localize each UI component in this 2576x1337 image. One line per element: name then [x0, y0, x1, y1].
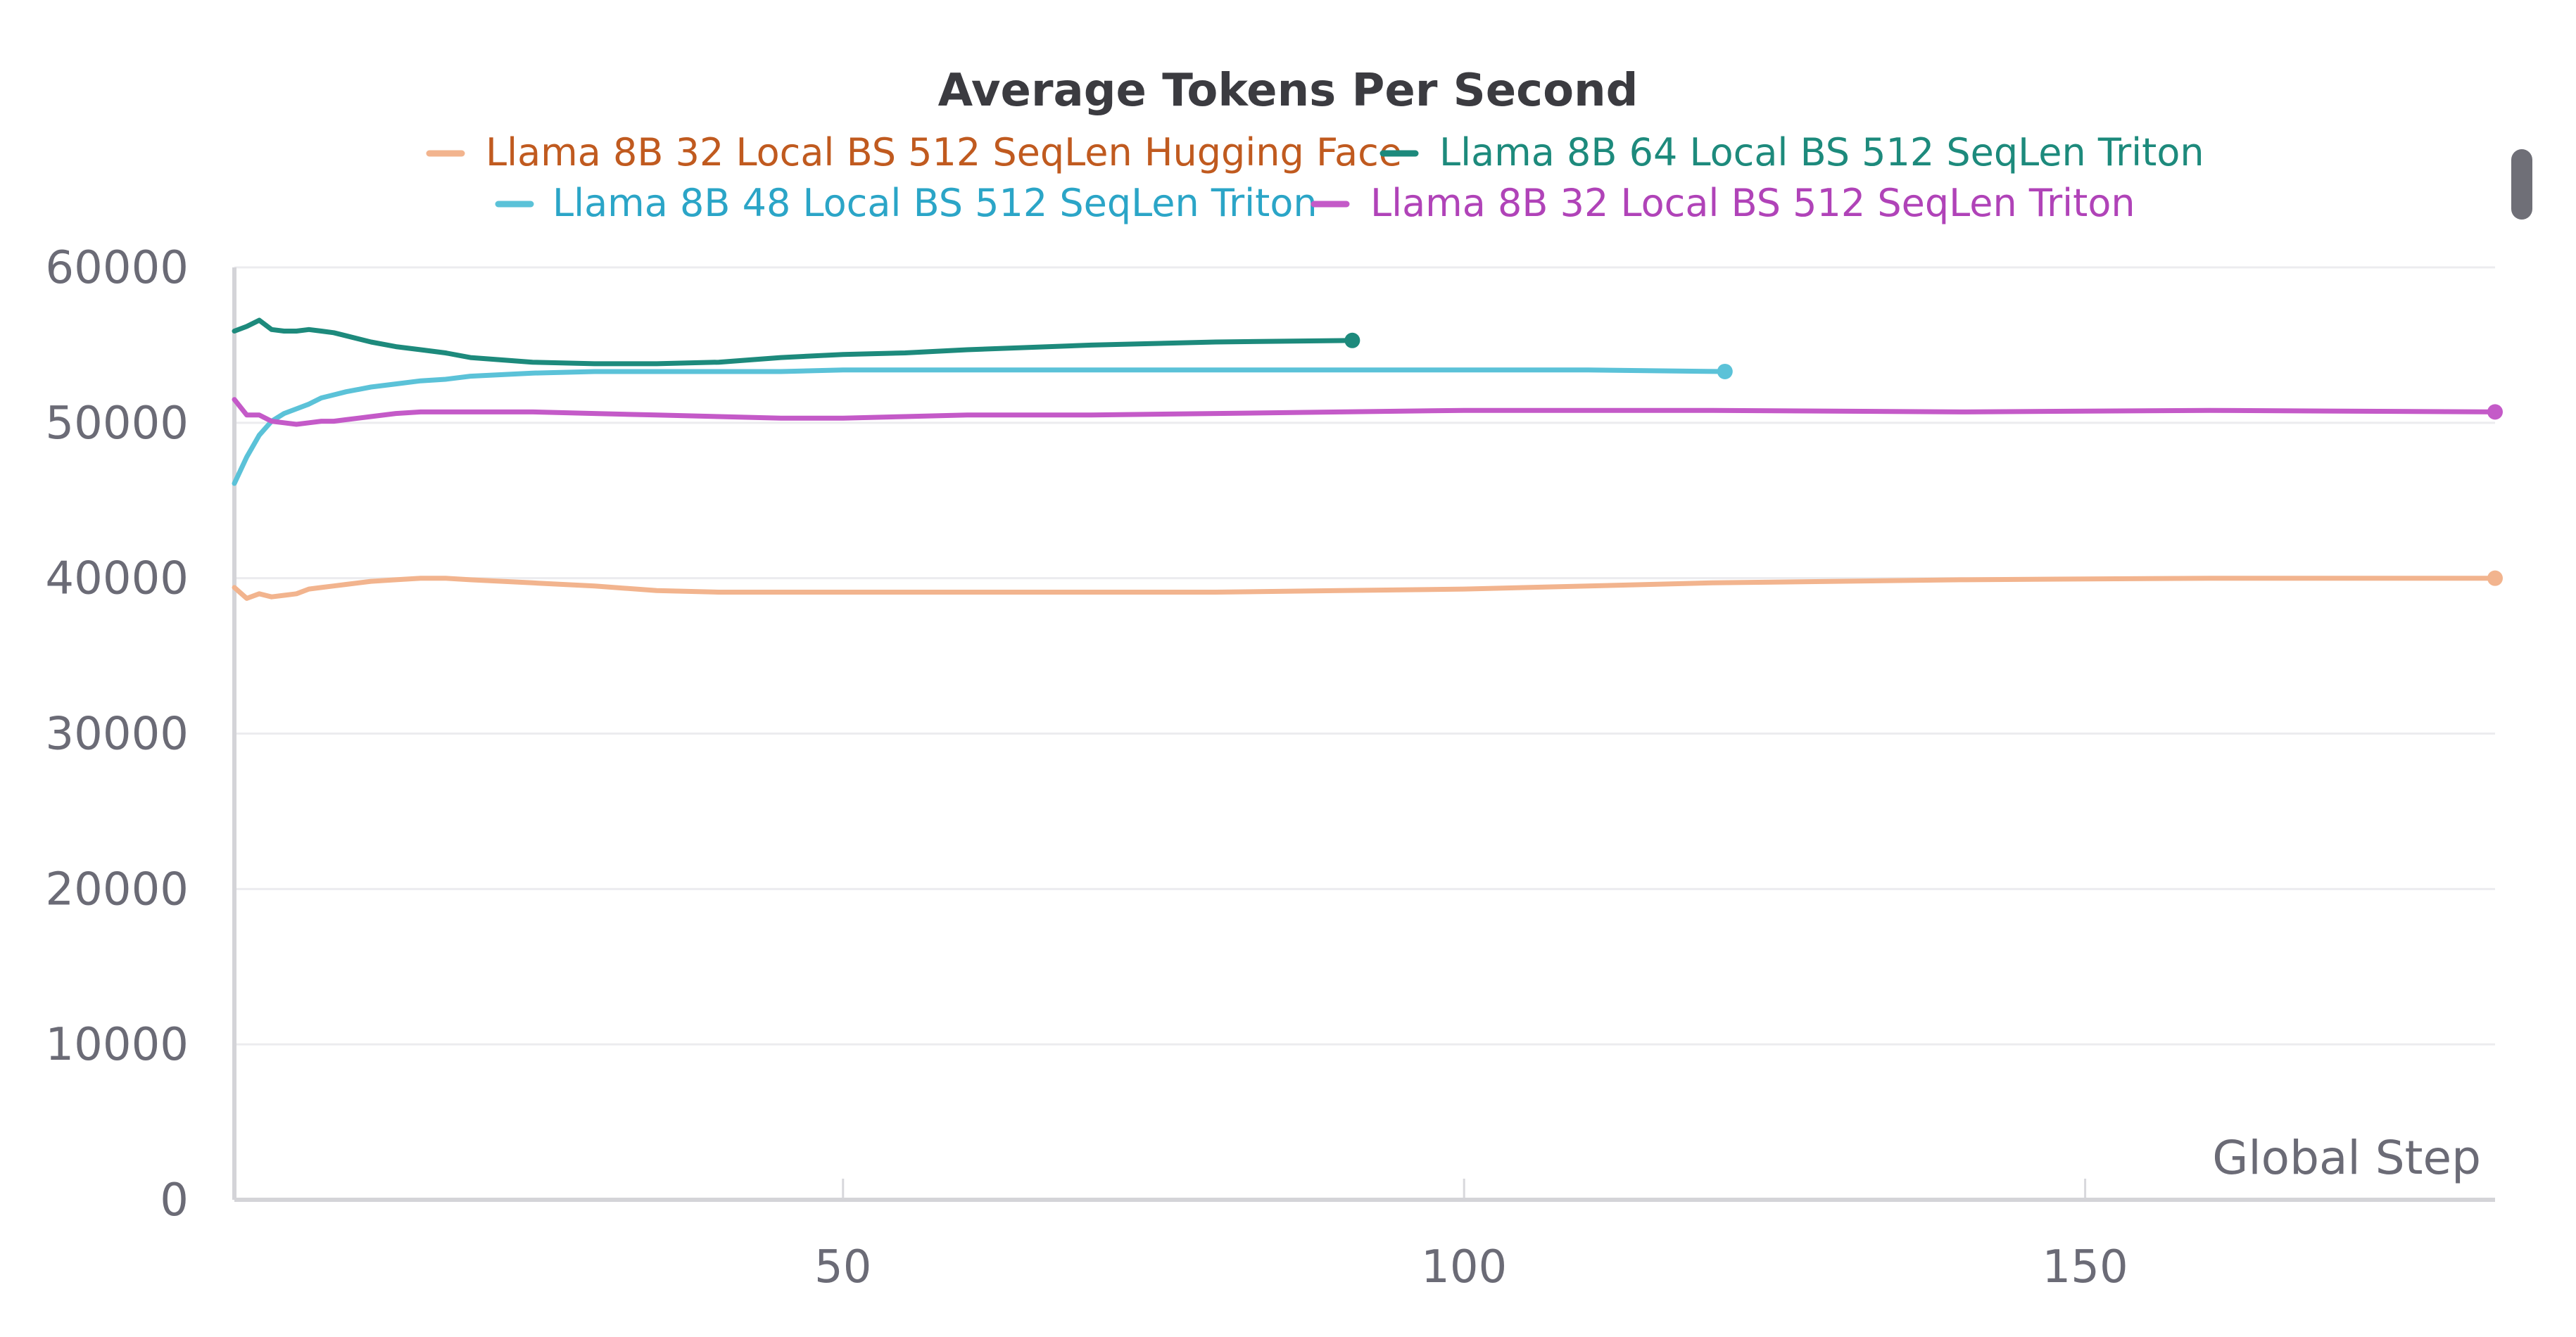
y-tick-label: 20000 [45, 863, 189, 915]
series-layer [232, 317, 2503, 601]
legend-item[interactable]: Llama 8B 32 Local BS 512 SeqLen Triton [1311, 181, 2135, 225]
series-line[interactable] [232, 397, 2498, 427]
legend-item[interactable]: Llama 8B 64 Local BS 512 SeqLen Triton [1379, 130, 2204, 175]
legend-item[interactable]: Llama 8B 32 Local BS 512 SeqLen Hugging … [426, 130, 1402, 175]
legend-item[interactable]: Llama 8B 48 Local BS 512 SeqLen Triton [495, 181, 1318, 225]
y-tick-label: 60000 [45, 242, 189, 294]
x-axis-label: Global Step [2212, 1131, 2481, 1185]
legend-label: Llama 8B 32 Local BS 512 SeqLen Hugging … [486, 130, 1402, 175]
y-tick-label: 30000 [45, 709, 189, 761]
series-line[interactable] [232, 317, 1355, 367]
legend-label: Llama 8B 48 Local BS 512 SeqLen Triton [553, 181, 1318, 225]
series-end-point[interactable] [1717, 363, 1733, 379]
y-tick-label: 50000 [45, 398, 189, 450]
series-1[interactable] [232, 570, 2503, 601]
legend-label: Llama 8B 32 Local BS 512 SeqLen Triton [1370, 181, 2135, 225]
series-4[interactable] [232, 397, 2503, 427]
y-tick-label: 0 [160, 1174, 189, 1227]
series-end-point[interactable] [2487, 404, 2503, 420]
series-2[interactable] [232, 317, 1360, 367]
series-line[interactable] [232, 576, 2498, 601]
legend-label: Llama 8B 64 Local BS 512 SeqLen Triton [1439, 130, 2204, 175]
series-end-point[interactable] [1344, 332, 1360, 348]
legend-scrollbar[interactable] [2511, 149, 2532, 220]
series-3[interactable] [232, 363, 1733, 486]
x-tick-label: 100 [1421, 1241, 1507, 1293]
chart-title: Average Tokens Per Second [938, 65, 1639, 117]
x-tick-label: 150 [2043, 1241, 2128, 1293]
legend[interactable]: Llama 8B 32 Local BS 512 SeqLen Hugging … [426, 130, 2204, 225]
y-tick-label: 10000 [45, 1019, 189, 1071]
y-tick-label: 40000 [45, 553, 189, 605]
grid [234, 266, 2495, 1046]
series-end-point[interactable] [2487, 570, 2503, 586]
axes: 0 10000 20000 30000 40000 50000 60000 50 100 150 [45, 242, 2495, 1293]
x-tick-label: 50 [814, 1241, 871, 1293]
series-line[interactable] [232, 367, 1728, 486]
